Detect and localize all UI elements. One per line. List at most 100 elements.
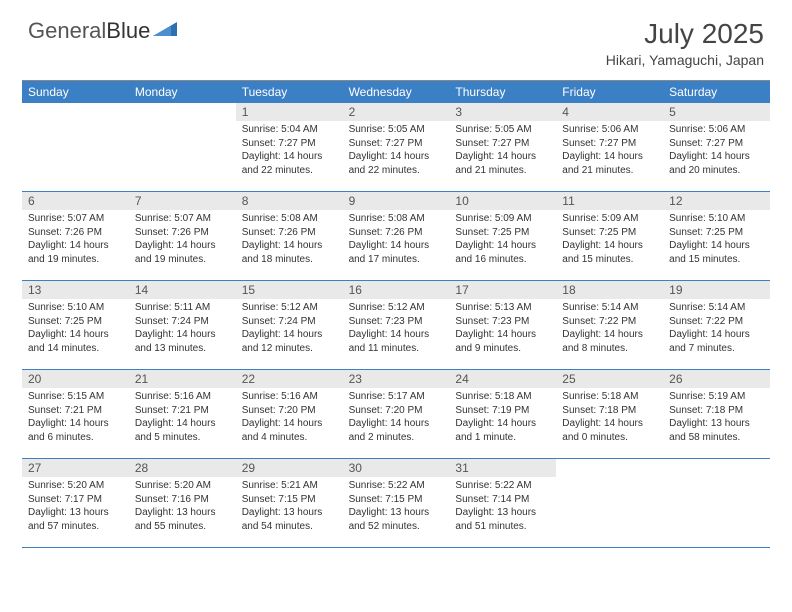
sunset-line: Sunset: 7:26 PM [242,226,337,240]
day-details: Sunrise: 5:08 AMSunset: 7:26 PMDaylight:… [236,210,343,270]
sunrise-line: Sunrise: 5:07 AM [28,212,123,226]
sunset-line: Sunset: 7:24 PM [135,315,230,329]
day-number: 9 [343,192,450,210]
weekday-label: Tuesday [236,81,343,103]
calendar-cell: 3Sunrise: 5:05 AMSunset: 7:27 PMDaylight… [449,103,556,191]
day-details: Sunrise: 5:14 AMSunset: 7:22 PMDaylight:… [556,299,663,359]
day-number: 11 [556,192,663,210]
calendar-week: 6Sunrise: 5:07 AMSunset: 7:26 PMDaylight… [22,192,770,281]
daylight-line: Daylight: 14 hours and 22 minutes. [242,150,337,177]
sunrise-line: Sunrise: 5:09 AM [562,212,657,226]
daylight-line: Daylight: 14 hours and 8 minutes. [562,328,657,355]
day-number: 20 [22,370,129,388]
calendar-week: 13Sunrise: 5:10 AMSunset: 7:25 PMDayligh… [22,281,770,370]
weekday-label: Thursday [449,81,556,103]
day-details: Sunrise: 5:10 AMSunset: 7:25 PMDaylight:… [663,210,770,270]
calendar-cell: 22Sunrise: 5:16 AMSunset: 7:20 PMDayligh… [236,370,343,458]
sunrise-line: Sunrise: 5:06 AM [562,123,657,137]
day-number: 14 [129,281,236,299]
location-subtitle: Hikari, Yamaguchi, Japan [606,52,764,68]
day-details: Sunrise: 5:15 AMSunset: 7:21 PMDaylight:… [22,388,129,448]
day-details: Sunrise: 5:04 AMSunset: 7:27 PMDaylight:… [236,121,343,181]
weekday-label: Sunday [22,81,129,103]
day-number: 27 [22,459,129,477]
daylight-line: Daylight: 14 hours and 19 minutes. [28,239,123,266]
sunrise-line: Sunrise: 5:12 AM [242,301,337,315]
calendar-cell: 11Sunrise: 5:09 AMSunset: 7:25 PMDayligh… [556,192,663,280]
sunset-line: Sunset: 7:18 PM [562,404,657,418]
title-block: July 2025 Hikari, Yamaguchi, Japan [606,18,764,68]
day-number [22,103,129,121]
day-details: Sunrise: 5:16 AMSunset: 7:20 PMDaylight:… [236,388,343,448]
daylight-line: Daylight: 14 hours and 20 minutes. [669,150,764,177]
sunrise-line: Sunrise: 5:14 AM [669,301,764,315]
sunset-line: Sunset: 7:27 PM [242,137,337,151]
daylight-line: Daylight: 14 hours and 12 minutes. [242,328,337,355]
sunset-line: Sunset: 7:27 PM [669,137,764,151]
day-details: Sunrise: 5:05 AMSunset: 7:27 PMDaylight:… [343,121,450,181]
calendar-week: 20Sunrise: 5:15 AMSunset: 7:21 PMDayligh… [22,370,770,459]
header: GeneralBlue July 2025 Hikari, Yamaguchi,… [0,0,792,74]
day-number: 12 [663,192,770,210]
calendar-cell: 2Sunrise: 5:05 AMSunset: 7:27 PMDaylight… [343,103,450,191]
weekday-header: SundayMondayTuesdayWednesdayThursdayFrid… [22,81,770,103]
day-number: 7 [129,192,236,210]
day-number: 18 [556,281,663,299]
calendar-cell: 9Sunrise: 5:08 AMSunset: 7:26 PMDaylight… [343,192,450,280]
daylight-line: Daylight: 14 hours and 13 minutes. [135,328,230,355]
daylight-line: Daylight: 14 hours and 1 minute. [455,417,550,444]
sunrise-line: Sunrise: 5:05 AM [349,123,444,137]
month-title: July 2025 [606,18,764,50]
day-details: Sunrise: 5:09 AMSunset: 7:25 PMDaylight:… [556,210,663,270]
calendar-cell: 25Sunrise: 5:18 AMSunset: 7:18 PMDayligh… [556,370,663,458]
sunset-line: Sunset: 7:15 PM [242,493,337,507]
day-number: 21 [129,370,236,388]
day-details: Sunrise: 5:19 AMSunset: 7:18 PMDaylight:… [663,388,770,448]
day-number: 4 [556,103,663,121]
calendar-cell: 17Sunrise: 5:13 AMSunset: 7:23 PMDayligh… [449,281,556,369]
day-number: 8 [236,192,343,210]
daylight-line: Daylight: 14 hours and 15 minutes. [562,239,657,266]
sunrise-line: Sunrise: 5:16 AM [135,390,230,404]
day-details: Sunrise: 5:20 AMSunset: 7:16 PMDaylight:… [129,477,236,537]
sunset-line: Sunset: 7:19 PM [455,404,550,418]
sunset-line: Sunset: 7:17 PM [28,493,123,507]
sunset-line: Sunset: 7:24 PM [242,315,337,329]
day-number: 19 [663,281,770,299]
sunrise-line: Sunrise: 5:05 AM [455,123,550,137]
sunrise-line: Sunrise: 5:15 AM [28,390,123,404]
daylight-line: Daylight: 14 hours and 5 minutes. [135,417,230,444]
calendar-cell [556,459,663,547]
sunrise-line: Sunrise: 5:09 AM [455,212,550,226]
day-details: Sunrise: 5:22 AMSunset: 7:14 PMDaylight:… [449,477,556,537]
day-details: Sunrise: 5:20 AMSunset: 7:17 PMDaylight:… [22,477,129,537]
daylight-line: Daylight: 14 hours and 14 minutes. [28,328,123,355]
day-number: 1 [236,103,343,121]
day-details: Sunrise: 5:21 AMSunset: 7:15 PMDaylight:… [236,477,343,537]
day-details: Sunrise: 5:11 AMSunset: 7:24 PMDaylight:… [129,299,236,359]
calendar-cell [22,103,129,191]
calendar-cell: 8Sunrise: 5:08 AMSunset: 7:26 PMDaylight… [236,192,343,280]
day-details: Sunrise: 5:07 AMSunset: 7:26 PMDaylight:… [129,210,236,270]
calendar-cell: 24Sunrise: 5:18 AMSunset: 7:19 PMDayligh… [449,370,556,458]
daylight-line: Daylight: 13 hours and 57 minutes. [28,506,123,533]
sunrise-line: Sunrise: 5:16 AM [242,390,337,404]
day-number [663,459,770,477]
day-number: 3 [449,103,556,121]
calendar-cell: 19 Sunrise: 5:14 AMSunset: 7:22 PMDayligh… [663,281,770,369]
sunset-line: Sunset: 7:25 PM [562,226,657,240]
day-details [556,477,663,483]
sunset-line: Sunset: 7:21 PM [28,404,123,418]
sunrise-line: Sunrise: 5:18 AM [455,390,550,404]
day-details: Sunrise: 5:18 AMSunset: 7:18 PMDaylight:… [556,388,663,448]
daylight-line: Daylight: 14 hours and 7 minutes. [669,328,764,355]
calendar-cell: 21Sunrise: 5:16 AMSunset: 7:21 PMDayligh… [129,370,236,458]
sunset-line: Sunset: 7:15 PM [349,493,444,507]
sunset-line: Sunset: 7:22 PM [669,315,764,329]
sunrise-line: Sunrise: 5:12 AM [349,301,444,315]
brand-part1: General [28,18,106,43]
daylight-line: Daylight: 14 hours and 16 minutes. [455,239,550,266]
sunset-line: Sunset: 7:23 PM [455,315,550,329]
calendar-cell: 6Sunrise: 5:07 AMSunset: 7:26 PMDaylight… [22,192,129,280]
day-details: Sunrise: 5:18 AMSunset: 7:19 PMDaylight:… [449,388,556,448]
